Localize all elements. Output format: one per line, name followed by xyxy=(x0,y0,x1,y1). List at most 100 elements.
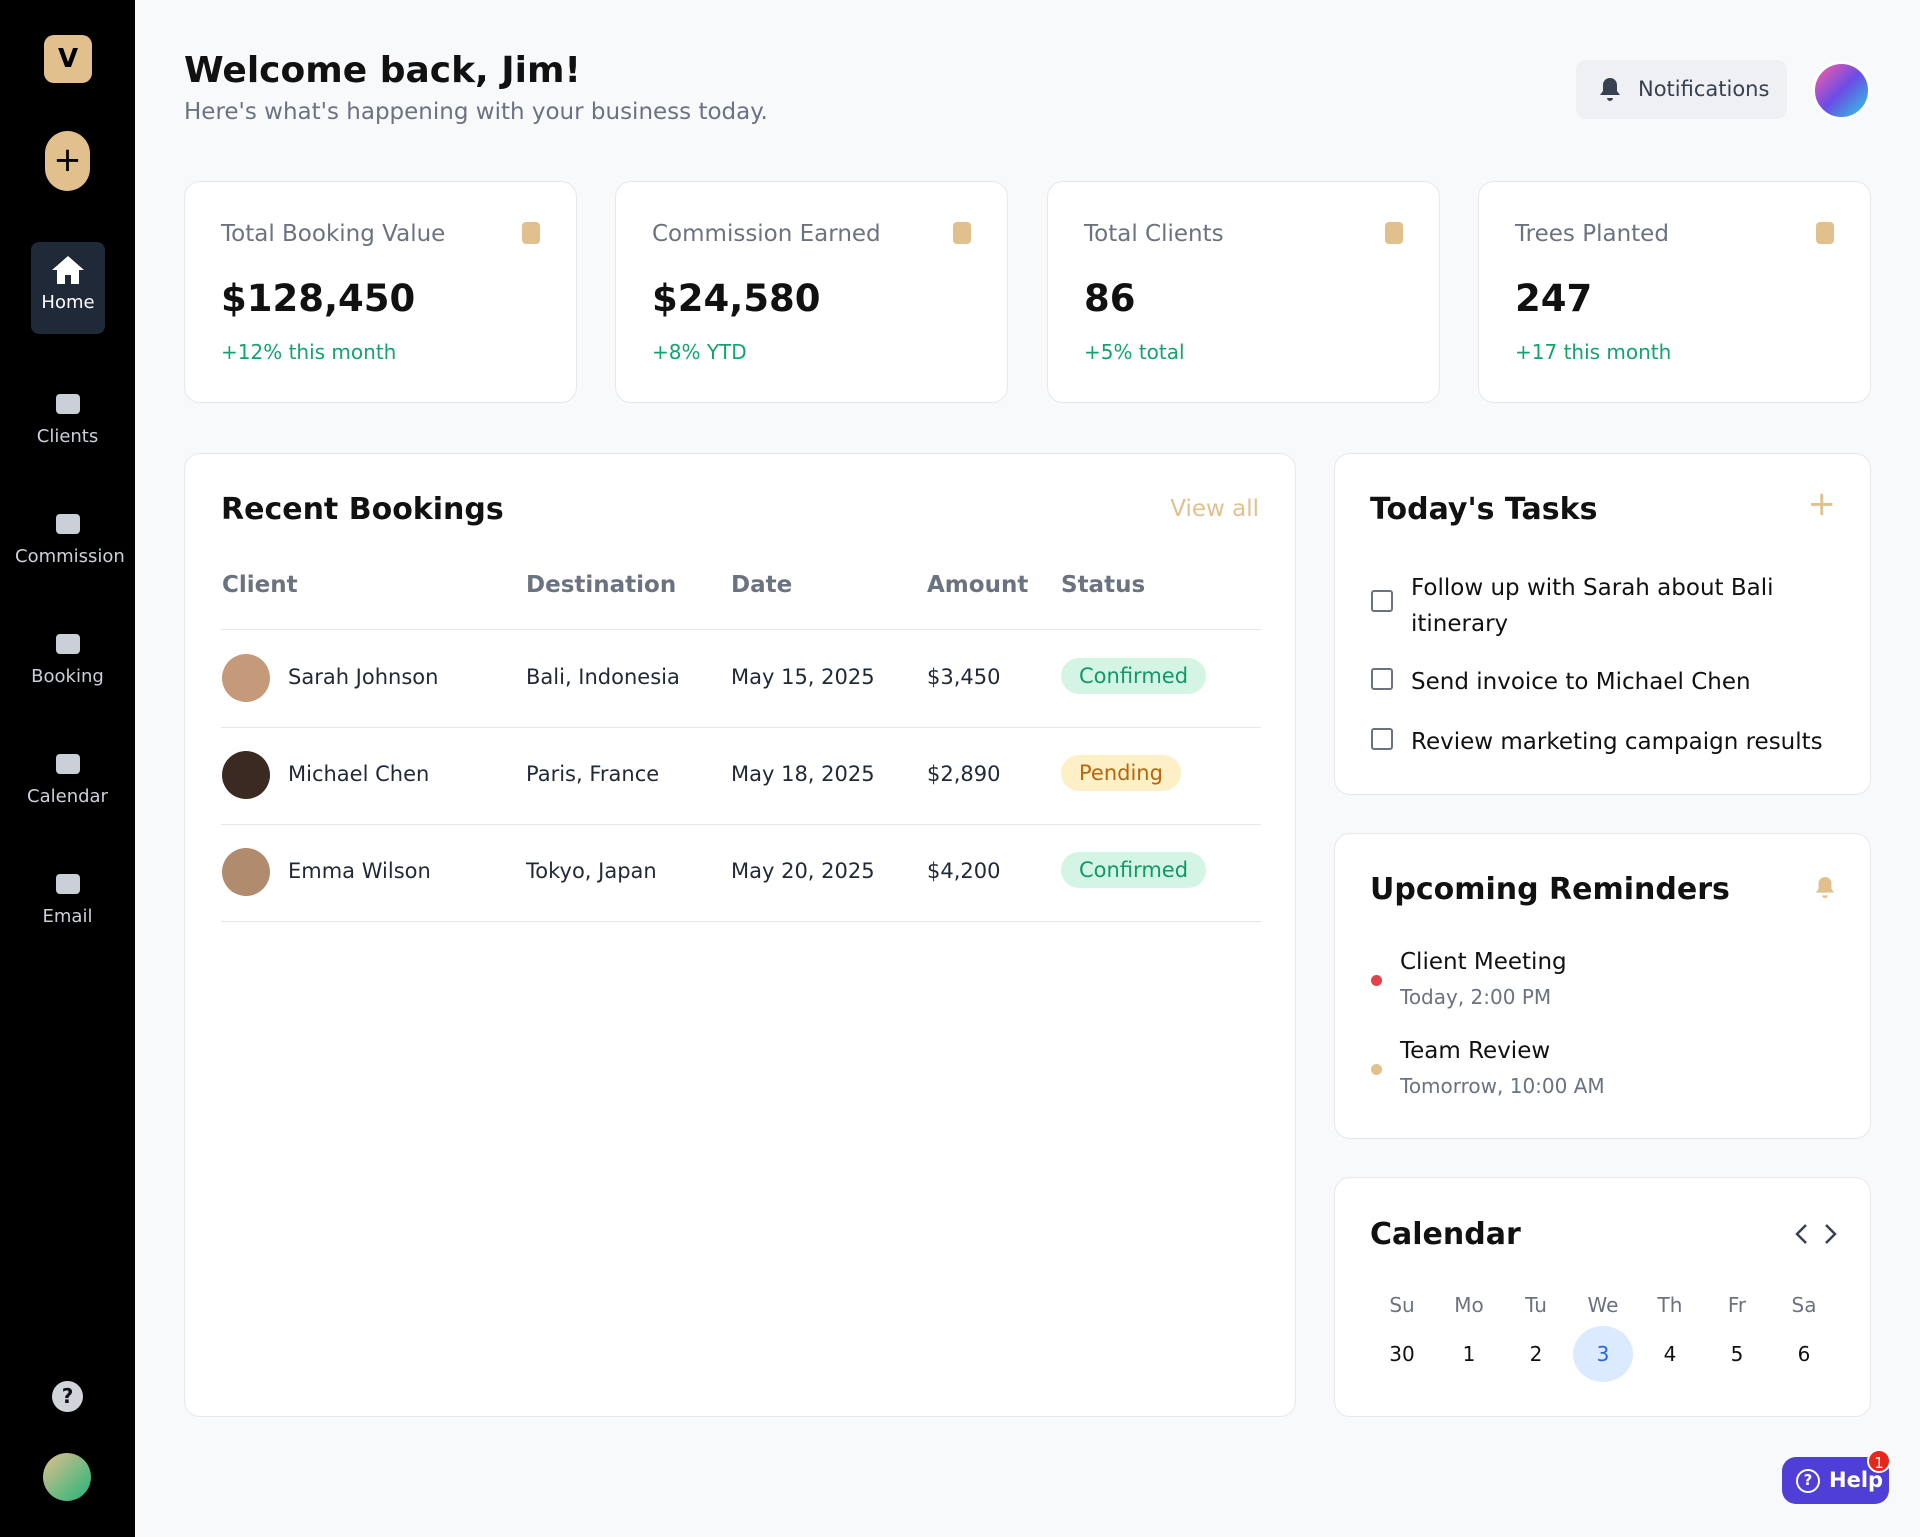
stat-value: 247 xyxy=(1515,277,1593,320)
stat-card: Trees Planted 247 +17 this month xyxy=(1478,181,1871,403)
nav-item[interactable]: Commission xyxy=(15,508,125,567)
stat-card: Total Booking Value $128,450 +12% this mon… xyxy=(184,181,577,403)
page-subtitle: Here's what's happening with your busine… xyxy=(184,99,768,125)
cell: May 15, 2025 xyxy=(731,665,875,689)
add-button[interactable]: + xyxy=(45,131,90,191)
reminder-dot xyxy=(1371,1064,1382,1075)
task-checkbox[interactable] xyxy=(1371,590,1393,612)
tasks-card: Today's Tasks + Follow up with Sarah abo… xyxy=(1334,453,1871,795)
stat-card: Commission Earned $24,580 +8% YTD xyxy=(615,181,1008,403)
stat-icon xyxy=(522,222,540,244)
stat-change: +8% YTD xyxy=(652,340,747,364)
stat-icon xyxy=(1816,222,1834,244)
help-icon[interactable]: ? xyxy=(52,1381,83,1412)
card-title: Calendar xyxy=(1370,1217,1521,1252)
nav-item[interactable]: Booking xyxy=(15,628,120,687)
task-text: Send invoice to Michael Chen xyxy=(1411,669,1751,695)
cell: $2,890 xyxy=(927,762,1001,786)
column-header: Amount xyxy=(927,572,1029,598)
client-avatar xyxy=(222,751,270,799)
sidebar: V + Home Clients Commission Booking Calendar… xyxy=(0,0,135,1537)
task-text: Follow up with Sarah about Bali itinerar… xyxy=(1411,575,1774,637)
stat-icon xyxy=(953,222,971,244)
nav-label: Calendar xyxy=(27,786,108,807)
column-header: Status xyxy=(1061,572,1146,598)
stat-value: $24,580 xyxy=(652,277,821,320)
divider xyxy=(221,824,1261,825)
page-title: Welcome back, Jim! xyxy=(184,50,581,91)
column-header: Client xyxy=(222,572,298,598)
reminder-time: Tomorrow, 10:00 AM xyxy=(1400,1074,1605,1098)
column-header: Date xyxy=(731,572,793,598)
stat-value: $128,450 xyxy=(221,277,416,320)
profile-avatar[interactable] xyxy=(1812,61,1871,120)
notifications-button[interactable]: Notifications xyxy=(1576,60,1787,119)
nav-item[interactable]: Home xyxy=(31,242,105,334)
help-badge: 1 xyxy=(1867,1449,1891,1473)
weekday: We xyxy=(1587,1293,1619,1317)
reminder-title: Client Meeting xyxy=(1400,949,1567,975)
stat-change: +12% this month xyxy=(221,340,397,364)
weekday: Mo xyxy=(1454,1293,1484,1317)
reminders-card: Upcoming Reminders Client Meeting Today, … xyxy=(1334,833,1871,1139)
prev-month[interactable] xyxy=(1791,1222,1813,1246)
task-checkbox[interactable] xyxy=(1371,668,1393,690)
bookings-card: Recent Bookings View all Client Destinati… xyxy=(184,453,1296,1417)
date-cell[interactable]: 1 xyxy=(1462,1342,1476,1366)
stat-value: 86 xyxy=(1084,277,1136,320)
reminder-time: Today, 2:00 PM xyxy=(1400,985,1552,1009)
stat-label: Commission Earned xyxy=(652,221,881,247)
nav-item[interactable]: Clients xyxy=(15,388,120,447)
cell: May 18, 2025 xyxy=(731,762,875,786)
reminder-title: Team Review xyxy=(1400,1038,1551,1064)
nav-item[interactable]: Calendar xyxy=(15,748,120,807)
status-badge: Confirmed xyxy=(1061,658,1207,694)
card-title: Today's Tasks xyxy=(1370,492,1598,527)
nav-item[interactable]: Email xyxy=(15,868,120,927)
card-title: Recent Bookings xyxy=(221,492,504,527)
next-month[interactable] xyxy=(1819,1222,1841,1246)
cell: Bali, Indonesia xyxy=(526,665,680,689)
user-avatar[interactable] xyxy=(43,1453,91,1501)
cell: $4,200 xyxy=(927,859,1001,883)
task-checkbox[interactable] xyxy=(1371,728,1393,750)
date-cell[interactable]: 6 xyxy=(1797,1342,1811,1366)
stat-change: +17 this month xyxy=(1515,340,1672,364)
status-badge: Confirmed xyxy=(1061,852,1207,888)
status-badge: Pending xyxy=(1061,755,1181,791)
cell: Michael Chen xyxy=(288,762,430,786)
view-all-link[interactable]: View all xyxy=(1170,496,1259,522)
weekday: Th xyxy=(1657,1293,1683,1317)
notifications-label: Notifications xyxy=(1638,77,1770,101)
logo: V xyxy=(44,35,92,83)
stat-change: +5% total xyxy=(1084,340,1185,364)
cell: Sarah Johnson xyxy=(288,665,439,689)
stat-card: Total Clients 86 +5% total xyxy=(1047,181,1440,403)
task-text: Review marketing campaign results xyxy=(1411,729,1823,755)
divider xyxy=(221,629,1261,630)
date-cell[interactable]: 2 xyxy=(1529,1342,1543,1366)
date-cell[interactable]: 3 xyxy=(1573,1326,1633,1382)
add-task-button[interactable]: + xyxy=(1807,484,1837,524)
divider xyxy=(221,727,1261,728)
nav-label: Booking xyxy=(31,666,104,687)
date-cell[interactable]: 4 xyxy=(1663,1342,1677,1366)
divider xyxy=(221,921,1261,922)
stat-label: Total Clients xyxy=(1084,221,1224,247)
weekday: Su xyxy=(1389,1293,1415,1317)
date-cell[interactable]: 5 xyxy=(1730,1342,1744,1366)
date-cell[interactable]: 30 xyxy=(1389,1342,1415,1366)
stat-label: Trees Planted xyxy=(1515,221,1669,247)
calendar-card: Calendar Su 30 Mo 1 Tu 2 We 3 Th 4 Fr 5 Sa 6 xyxy=(1334,1177,1871,1417)
client-avatar xyxy=(222,654,270,702)
stat-label: Total Booking Value xyxy=(221,221,446,247)
client-avatar xyxy=(222,848,270,896)
card-title: Upcoming Reminders xyxy=(1370,872,1730,907)
cell: May 20, 2025 xyxy=(731,859,875,883)
nav-label: Email xyxy=(42,906,93,927)
bell-icon xyxy=(1815,877,1835,899)
cell: $3,450 xyxy=(927,665,1001,689)
cell: Tokyo, Japan xyxy=(526,859,657,883)
column-header: Destination xyxy=(526,572,677,598)
